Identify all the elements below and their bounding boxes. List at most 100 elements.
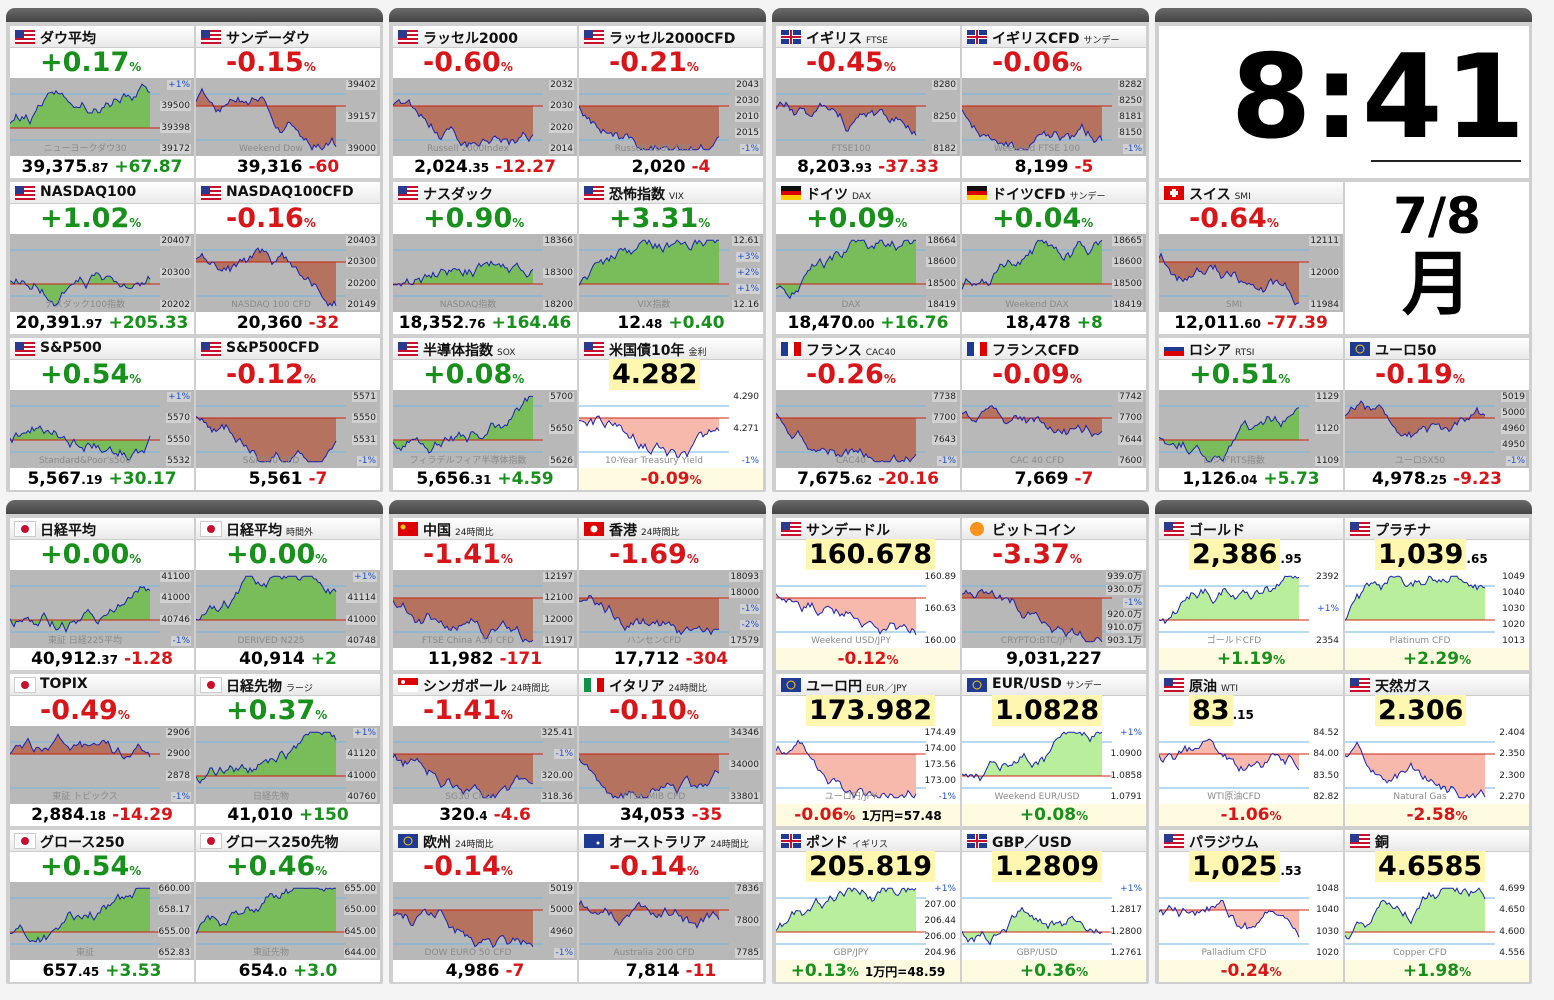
axis-label: 160.89	[923, 572, 957, 582]
market-name: イギリスCFD サンデー	[992, 31, 1120, 47]
change-area	[393, 396, 533, 453]
panel-bar	[772, 8, 1149, 22]
market-tile: ナスダック +0.90% 18366 18300 18200 NASDAQ指数 18,352…	[393, 182, 577, 334]
flag-part	[1350, 526, 1370, 528]
market-tile: NASDAQ100CFD -0.16% 20403 20300 20200 20149 NA…	[196, 182, 380, 334]
value-part: 1.2809	[992, 851, 1103, 882]
flag-part	[15, 30, 35, 32]
tile-header: NASDAQ100CFD	[196, 182, 380, 204]
mini-chart: 655.00 650.00 645.00 644.00 東証先物	[196, 882, 380, 960]
watermark: VIX指数	[637, 300, 671, 310]
value-part: 5,567	[27, 469, 82, 489]
flag-part	[781, 530, 801, 532]
value-part: 18,478	[1005, 313, 1071, 333]
value-part: 18,352	[398, 313, 465, 333]
sparkline-chart	[393, 882, 577, 960]
tile-header: 天然ガス	[1345, 674, 1529, 696]
tile-header: フランスCFD	[962, 338, 1146, 360]
price-line	[10, 425, 151, 461]
mini-chart: 2032 2030 2020 2014 Russell 2000Index	[393, 78, 577, 156]
flag-part	[980, 342, 987, 356]
flag	[584, 30, 604, 44]
market-name: シンガポール 24時間比	[423, 679, 550, 695]
tile-header: 日経平均	[10, 518, 194, 540]
flag-part	[584, 354, 604, 356]
price-line	[776, 412, 917, 463]
change-area	[1345, 888, 1485, 939]
headline-value: -1.69%	[609, 540, 699, 570]
mini-chart: 39402 39157 39000 Weekend Dow	[196, 78, 380, 156]
axis-label: 5571	[352, 392, 377, 402]
flag	[1350, 522, 1370, 536]
headline-value: -0.06%	[992, 48, 1082, 78]
sparkline-chart	[962, 570, 1146, 648]
tile-header: ポンド イギリス	[776, 830, 960, 852]
axis-label: 5000	[549, 905, 574, 916]
flag-part	[201, 198, 221, 200]
flag-part	[398, 38, 418, 40]
flag-part	[972, 680, 982, 690]
price-line	[1159, 252, 1300, 306]
headline-value: +0.08%	[423, 360, 524, 390]
axis-label: 4.600	[1498, 926, 1526, 937]
value-part: -0.60	[423, 47, 501, 78]
flag-part	[967, 195, 987, 200]
mini-chart: 660.00 658.17 655.00 652.83 東証	[10, 882, 194, 960]
mini-chart: 2392 +1% 2354 ゴールドCFD	[1159, 570, 1343, 648]
market-name: S&P500CFD	[226, 340, 320, 356]
change-area	[10, 426, 150, 460]
axis-label: 174.49	[923, 728, 957, 738]
tile-header: スイス SMI	[1159, 182, 1343, 204]
watermark: 東証先物	[252, 948, 289, 958]
axis-label: 34346	[729, 728, 760, 738]
value-part: -0.64	[1189, 203, 1267, 234]
headline-value: +0.46%	[226, 852, 327, 882]
flag-part	[398, 685, 418, 692]
value-part: %	[129, 552, 142, 566]
flag-part	[201, 186, 210, 194]
price-line	[393, 753, 534, 799]
value-part: -2.58	[1406, 805, 1456, 825]
value-part: 173.982	[806, 695, 935, 726]
axis-label: 2043	[735, 80, 760, 90]
value-part: 4.6585	[1375, 851, 1486, 882]
value-part: -7	[505, 961, 525, 981]
footer-value: 39,375.87 +67.87	[10, 156, 194, 178]
value-part: 12	[617, 313, 642, 333]
sparkline-chart	[1345, 726, 1529, 804]
flag-part	[201, 346, 221, 348]
watermark: Weekend DAX	[1005, 300, 1069, 310]
watermark: DOW EURO 50 CFD	[424, 948, 512, 958]
market-sub: サンデー	[1069, 192, 1106, 202]
flag-part	[21, 681, 29, 689]
panel: ラッセル2000 -0.60% 2032 2030 2020 2014 Russell 20…	[389, 8, 766, 492]
value-part: +1.98	[1402, 961, 1460, 981]
value-part: -0.21	[609, 47, 687, 78]
axis-label: 645.00	[343, 926, 377, 937]
axis-label: 12000	[1309, 268, 1340, 278]
value-part: -0.16	[226, 203, 304, 234]
market-name: ロシア RTSI	[1189, 343, 1255, 359]
value-part: .48	[641, 317, 663, 331]
value-part: %	[129, 372, 142, 386]
headline-value: +0.37%	[226, 696, 327, 726]
market-tile: フランス CAC40 -0.26% 7738 7700 7643 -1% CAC40 7,675…	[776, 338, 960, 490]
market-sub: 金利	[688, 348, 707, 358]
mini-chart: 34346 34000 33801 FTSE MIB CFD	[579, 726, 763, 804]
footer-value: 11,982 -171	[393, 648, 577, 670]
footer-value: -2.58%	[1345, 804, 1529, 826]
footer-value: -1.06%	[1159, 804, 1343, 826]
value-part: .53	[1280, 864, 1302, 878]
headline-value: 205.819	[806, 851, 935, 882]
change-area	[196, 576, 336, 620]
footer-value: 5,567.19 +30.17	[10, 468, 194, 490]
flag-part	[1164, 678, 1173, 686]
flag-part	[15, 30, 24, 38]
price-line	[962, 405, 1103, 438]
value-part: .95	[1280, 552, 1302, 566]
axis-label: 325.41	[540, 728, 574, 738]
axis-label: 8250	[1118, 96, 1143, 106]
change-area	[962, 907, 1102, 945]
headline-value: +0.17%	[40, 48, 141, 78]
sparkline-chart	[1159, 570, 1343, 648]
